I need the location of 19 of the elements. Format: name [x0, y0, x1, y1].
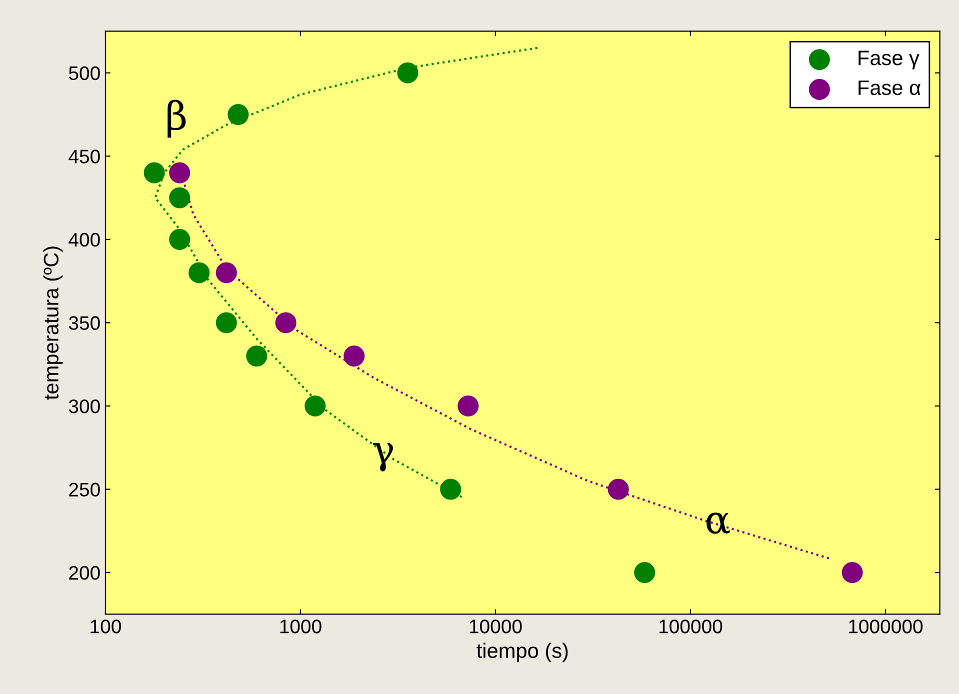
x-axis-title: tiempo (s) [476, 642, 568, 662]
y-tick-label: 400 [68, 232, 100, 247]
x-tick-label: 1000 [280, 620, 322, 634]
y-tick-label: 250 [69, 482, 100, 497]
annotation: β [168, 100, 186, 138]
y-tick-label: 350 [68, 316, 100, 330]
y-tick-label: 450 [68, 150, 100, 164]
x-tick-label: 100000 [660, 620, 722, 634]
y-axis-title: temperatura (ºC) [43, 246, 63, 400]
y-tick-label: 200 [69, 566, 100, 580]
legend-label: Fase α [858, 80, 920, 96]
x-tick-label: 100 [90, 620, 121, 634]
y-tick-label: 500 [68, 66, 100, 80]
x-tick-label: 10000 [470, 620, 522, 634]
y-tick-label: 300 [68, 399, 100, 414]
legend-label: Fase γ [858, 50, 920, 70]
annotation: γ [373, 443, 394, 472]
annotation: α [706, 512, 730, 534]
x-tick-label: 1000000 [849, 620, 923, 634]
